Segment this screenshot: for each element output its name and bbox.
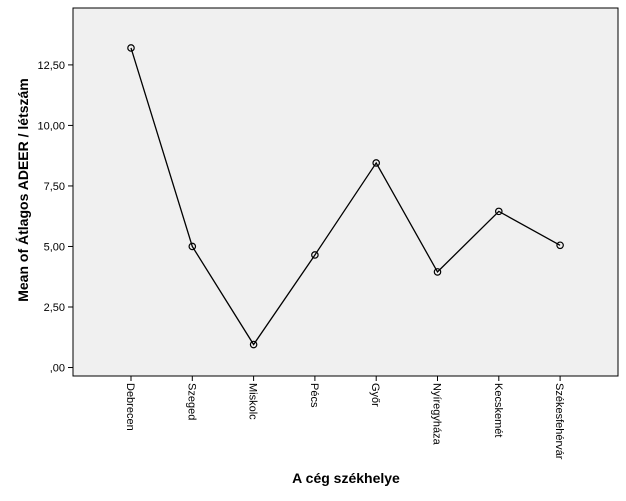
data-point <box>494 207 503 216</box>
series-layer <box>127 44 564 349</box>
x-axis-title: A cég székhelye <box>292 470 400 486</box>
y-tick-label: 7,50 <box>44 181 65 193</box>
x-tick-label: Pécs <box>308 383 320 408</box>
plot-area <box>72 7 619 377</box>
y-tick-label: 5,00 <box>44 241 65 253</box>
x-tick-label: Debrecen <box>124 383 136 431</box>
y-axis-title: Mean of Átlagos ADEER / létszám <box>15 78 31 302</box>
x-tick-label: Szeged <box>185 383 197 420</box>
x-tick-label: Miskolc <box>247 383 259 420</box>
x-axis: Debrecen Szeged Miskolc Pécs Győr Nyíregyháza… <box>124 376 565 460</box>
series-line <box>130 47 561 346</box>
data-point <box>311 251 319 259</box>
x-tick-label: Kecskemét <box>492 383 504 437</box>
data-point <box>127 44 135 52</box>
y-tick-label: 12,50 <box>37 60 65 72</box>
data-point <box>372 159 381 167</box>
y-tick-label: 10,00 <box>37 120 65 132</box>
data-point <box>433 268 442 276</box>
y-axis: ,00 2,50 5,00 7,50 10,00 12,50 <box>37 60 73 375</box>
y-tick-label: 2,50 <box>44 302 65 314</box>
y-tick-label: ,00 <box>50 363 65 375</box>
x-tick-label: Nyíregyháza <box>431 383 443 446</box>
data-point <box>556 241 564 250</box>
x-tick-label: Székesfehérvár <box>553 383 565 460</box>
data-point <box>249 340 258 349</box>
x-tick-label: Győr <box>369 383 381 407</box>
data-point <box>188 242 197 251</box>
